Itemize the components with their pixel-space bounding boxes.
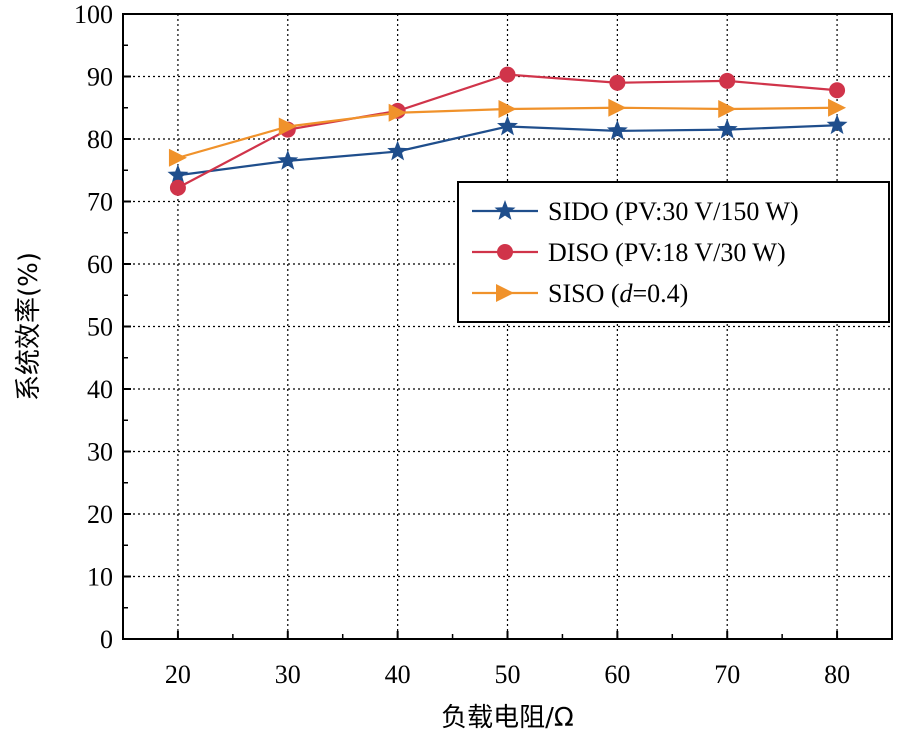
data-point [718,100,737,118]
data-point [168,148,187,167]
y-tick-label: 40 [87,375,113,404]
legend-marker [496,284,514,302]
x-axis-title: 负载电阻/Ω [441,703,574,733]
data-point [829,82,846,99]
legend: SIDO (PV:30 V/150 W) DISO (PV:18 V/30 W) S… [457,181,890,323]
y-axis-title: 系统效率(%) [14,252,44,401]
y-tick-label: 20 [87,500,113,529]
y-tick-label: 30 [87,438,113,467]
data-point [719,72,736,89]
data-point [388,103,407,122]
data-point [828,98,847,117]
series-lines [167,66,848,196]
series-triangle-right [168,98,847,167]
x-tick-label: 20 [165,660,191,689]
series-star [167,114,848,185]
legend-item: SIDO (PV:30 V/150 W) [472,197,799,226]
data-point [609,74,626,91]
x-tick-label: 80 [824,660,850,689]
legend-marker [497,244,513,260]
data-point [387,140,409,161]
axis-ticks [122,13,893,640]
y-tick-label: 100 [74,0,113,29]
data-point [497,115,518,136]
y-tick-label: 0 [100,625,113,654]
legend-label: SIDO (PV:30 V/150 W) [548,197,799,226]
data-point [499,66,516,83]
y-tick-label: 90 [87,63,113,92]
data-point [826,114,848,135]
x-tick-label: 60 [604,660,630,689]
legend-item: DISO (PV:18 V/30 W) [472,238,786,267]
legend-label: SISO (d=0.4) [548,279,688,308]
x-tick-label: 40 [385,660,411,689]
y-tick-label: 50 [87,313,113,342]
data-point [606,119,628,140]
data-point [169,179,186,196]
x-tick-label: 70 [714,660,740,689]
data-point [716,118,738,139]
y-tick-label: 70 [87,188,113,217]
data-point [167,164,189,185]
y-tick-label: 10 [87,563,113,592]
data-point [277,149,299,170]
y-axis-tick-labels: 0 10 20 30 40 50 60 70 80 90 100 [74,0,113,654]
x-tick-label: 30 [275,660,301,689]
x-axis-tick-labels: 20 30 40 50 60 70 80 [165,660,850,689]
y-tick-label: 60 [87,250,113,279]
legend-item: SISO (d=0.4) [472,279,688,308]
data-point [278,117,297,136]
x-tick-label: 50 [495,660,521,689]
legend-marker [494,200,516,220]
legend-label: DISO (PV:18 V/30 W) [548,238,786,267]
y-tick-label: 80 [87,125,113,154]
data-point [498,100,517,118]
data-point [608,98,627,117]
